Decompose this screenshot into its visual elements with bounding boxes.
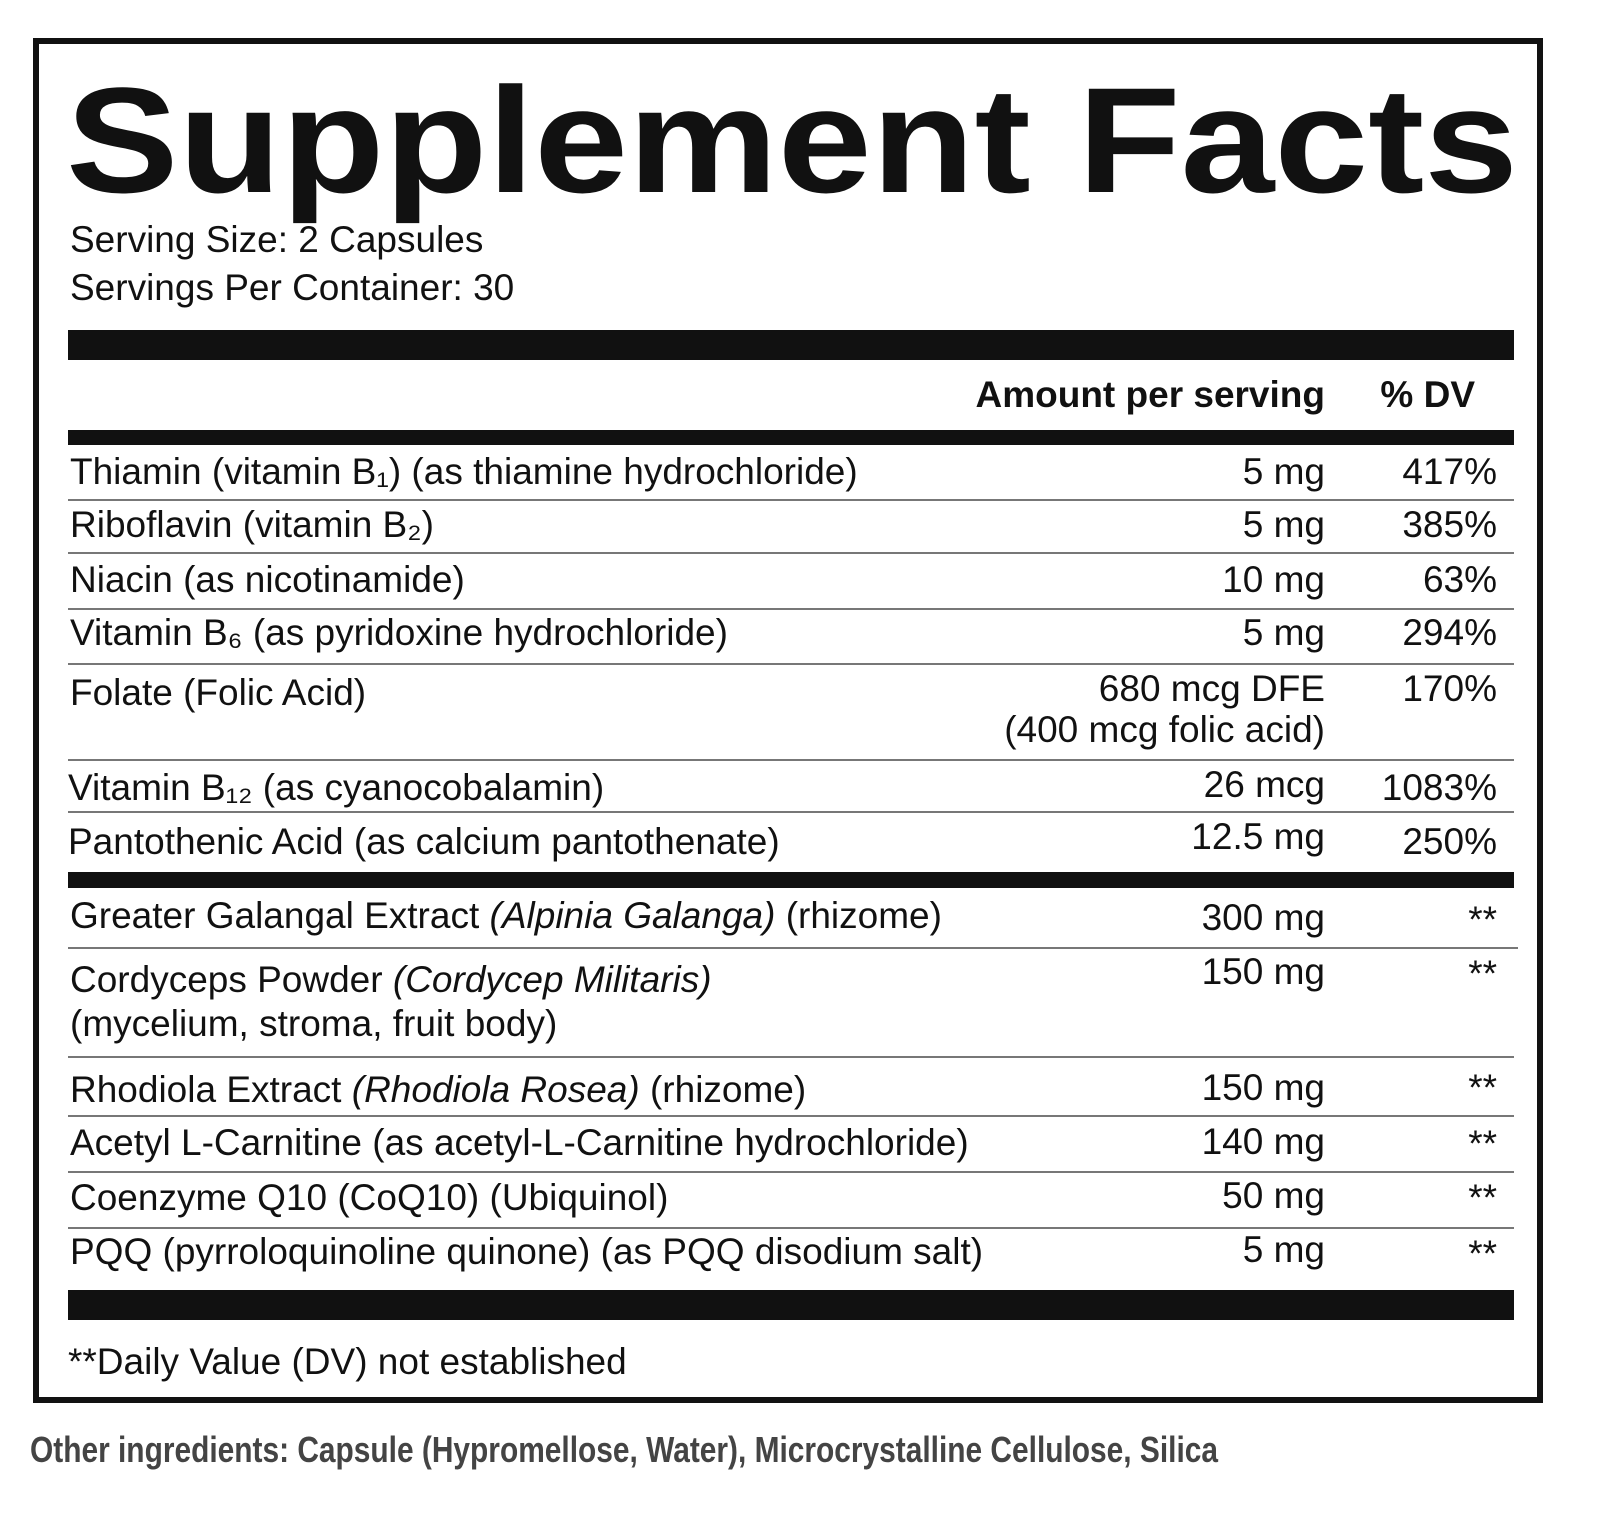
ingredient: Greater Galangal Extract bbox=[70, 895, 480, 936]
latin-name: (Alpinia Galanga) bbox=[489, 895, 776, 936]
row-rule bbox=[68, 811, 1514, 813]
row-rule bbox=[68, 1171, 1514, 1173]
row-rule bbox=[68, 1056, 1514, 1058]
dv: 250% bbox=[1402, 821, 1497, 862]
dv: ** bbox=[1468, 1233, 1497, 1274]
label-border bbox=[33, 38, 1543, 1403]
amount: 12.5 mg bbox=[1191, 816, 1325, 857]
row-rule bbox=[68, 608, 1514, 610]
latin-name: (Cordycep Militaris) bbox=[392, 959, 712, 1000]
amount: 10 mg bbox=[1222, 559, 1325, 600]
thick-bar bbox=[68, 430, 1514, 445]
amount-note: (400 mcg folic acid) bbox=[1004, 709, 1325, 750]
column-header: Amount per serving bbox=[975, 374, 1326, 415]
ingredient-name: PQQ (pyrroloquinoline quinone) (as PQQ d… bbox=[70, 1231, 984, 1272]
dv: 385% bbox=[1402, 504, 1497, 545]
amount: 150 mg bbox=[1201, 951, 1325, 992]
amount: 5 mg bbox=[1242, 1229, 1325, 1270]
nutrient-name: Niacin (as nicotinamide) bbox=[70, 559, 465, 600]
row-rule bbox=[68, 552, 1514, 554]
row-rule bbox=[68, 663, 1514, 665]
nutrient-name: Folate (Folic Acid) bbox=[70, 672, 367, 713]
ingredient: Cordyceps Powder bbox=[70, 959, 383, 1000]
nutrient-name: Vitamin B₆ (as pyridoxine hydrochloride) bbox=[70, 612, 728, 653]
amount: 140 mg bbox=[1201, 1121, 1325, 1162]
amount: 50 mg bbox=[1222, 1175, 1325, 1216]
thick-bar bbox=[68, 1290, 1514, 1320]
other-ingredients-svg: Other ingredients: Capsule (Hypromellose… bbox=[30, 1429, 1219, 1470]
plant-part: (mycelium, stroma, fruit body) bbox=[70, 1003, 558, 1044]
row-rule bbox=[68, 499, 1514, 501]
servings-per-container: Servings Per Container: 30 bbox=[70, 267, 515, 308]
footnote: **Daily Value (DV) not established bbox=[68, 1341, 627, 1382]
ingredient-name: Coenzyme Q10 (CoQ10) (Ubiquinol) bbox=[70, 1177, 669, 1218]
amount: 26 mcg bbox=[1203, 764, 1325, 805]
dv: ** bbox=[1468, 1067, 1497, 1108]
dv: 1083% bbox=[1381, 767, 1497, 808]
ingredient: Rhodiola Extract bbox=[70, 1069, 342, 1110]
nutrient-name: Riboflavin (vitamin B₂) bbox=[70, 504, 434, 545]
plant-part: (rhizome) bbox=[649, 1069, 807, 1110]
dv: ** bbox=[1468, 1177, 1497, 1218]
latin-name: (Rhodiola Rosea) bbox=[351, 1069, 640, 1110]
amount: 5 mg bbox=[1242, 451, 1325, 492]
dv: 294% bbox=[1402, 612, 1497, 653]
amount: 680 mcg DFE bbox=[1098, 668, 1325, 709]
serving-size: Serving Size: 2 Capsules bbox=[70, 219, 484, 260]
row-rule bbox=[68, 1227, 1514, 1229]
column-header: % DV bbox=[1380, 374, 1475, 415]
amount: 150 mg bbox=[1201, 1067, 1325, 1108]
nutrient-name: Vitamin B₁₂ (as cyanocobalamin) bbox=[68, 767, 605, 808]
ingredient-name: Rhodiola Extract (Rhodiola Rosea) (rhizo… bbox=[70, 1068, 806, 1112]
thick-bar bbox=[68, 330, 1514, 360]
thick-bar bbox=[68, 872, 1514, 888]
title-svg: Supplement Facts bbox=[66, 56, 1518, 224]
dv: 63% bbox=[1422, 559, 1497, 600]
row-rule bbox=[68, 759, 1514, 761]
title: Supplement Facts bbox=[66, 56, 1518, 224]
amount: 5 mg bbox=[1242, 504, 1325, 545]
ingredient-name: Acetyl L-Carnitine (as acetyl-L-Carnitin… bbox=[70, 1122, 969, 1163]
other-ingredients: Other ingredients: Capsule (Hypromellose… bbox=[30, 1429, 1219, 1470]
amount: 5 mg bbox=[1242, 612, 1325, 653]
row-rule bbox=[68, 947, 1518, 949]
nutrient-name: Pantothenic Acid (as calcium pantothenat… bbox=[68, 821, 780, 862]
dv: 417% bbox=[1402, 451, 1497, 492]
dv: ** bbox=[1468, 1123, 1497, 1164]
ingredient-name: Cordyceps Powder (Cordycep Militaris) (my… bbox=[70, 958, 712, 1046]
dv: ** bbox=[1468, 953, 1497, 994]
amount: 300 mg bbox=[1201, 897, 1325, 938]
row-rule bbox=[68, 1115, 1514, 1117]
ingredient-name: Greater Galangal Extract (Alpinia Galang… bbox=[70, 894, 942, 938]
nutrient-name: Thiamin (vitamin B₁) (as thiamine hydroc… bbox=[70, 451, 858, 492]
dv: 170% bbox=[1402, 668, 1497, 709]
dv: ** bbox=[1468, 899, 1497, 940]
plant-part: (rhizome) bbox=[785, 895, 942, 936]
